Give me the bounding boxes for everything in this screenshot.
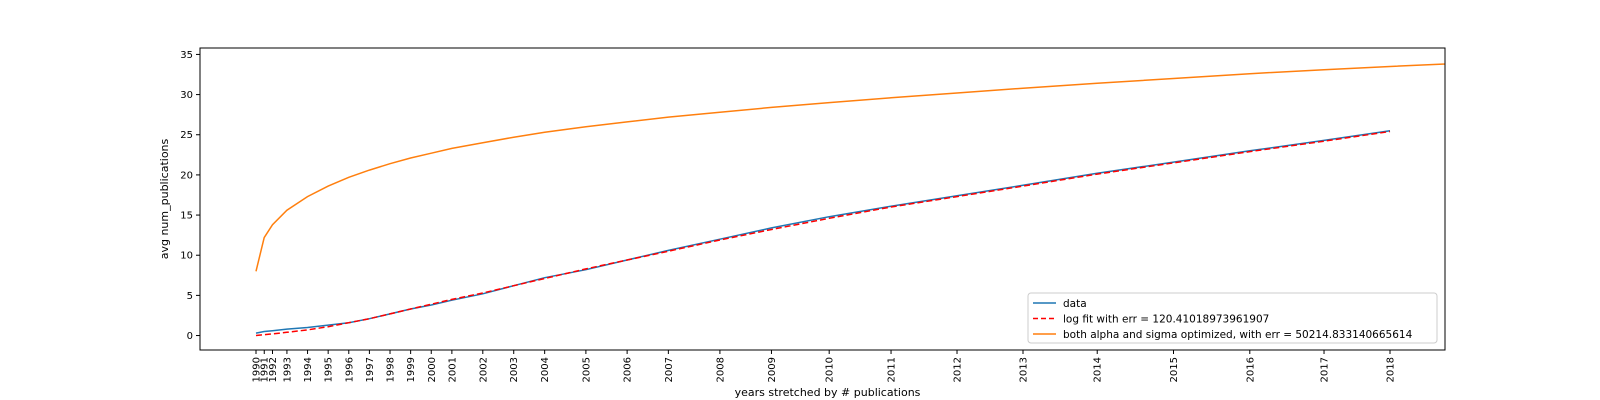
legend-entry-label: both alpha and sigma optimized, with err…: [1063, 329, 1413, 341]
x-tick-label: 2004: [540, 357, 551, 382]
x-tick-label: 1996: [344, 357, 355, 382]
x-tick-label: 1998: [386, 357, 397, 382]
x-tick-label: 2000: [427, 357, 438, 382]
y-tick-label: 30: [180, 90, 193, 101]
y-tick-label: 25: [180, 130, 193, 141]
x-tick-label: 1995: [324, 357, 335, 382]
y-tick-label: 5: [187, 291, 193, 302]
x-tick-label: 1994: [303, 357, 314, 382]
plot-lines: [255, 63, 1445, 337]
x-tick-label: 2008: [715, 357, 726, 382]
y-tick-label: 20: [180, 170, 193, 181]
x-tick-label: 2007: [664, 357, 675, 382]
y-axis-ticks: 0 5 10 15 20 25 30 35: [180, 50, 200, 342]
x-tick-label: 2011: [887, 357, 898, 382]
y-tick-label: 35: [180, 50, 193, 61]
x-tick-label: 1992: [268, 357, 279, 382]
x-tick-label: 2009: [767, 357, 778, 382]
legend-entry-label: log fit with err = 120.41018973961907: [1063, 314, 1269, 326]
x-tick-label: 2017: [1320, 357, 1331, 382]
plot-area-frame: [199, 47, 1446, 351]
x-tick-label: 2016: [1245, 357, 1256, 382]
x-tick-label: 2014: [1093, 357, 1104, 382]
x-axis-label: years stretched by # publications: [735, 386, 921, 399]
x-tick-label: 1990: [252, 357, 263, 382]
x-tick-label: 1997: [365, 357, 376, 382]
x-tick-label: 2002: [478, 357, 489, 382]
legend-entry-label: data: [1063, 298, 1087, 310]
y-tick-label: 15: [180, 211, 193, 222]
series-line-1: [255, 129, 1391, 334]
x-tick-label: 2013: [1018, 357, 1029, 382]
x-tick-label: 1991: [260, 357, 271, 382]
x-tick-label: 2005: [581, 357, 592, 382]
series-line-3: [255, 63, 1445, 272]
x-tick-label: 2010: [825, 357, 836, 382]
series-line-2: [255, 130, 1391, 337]
x-tick-label: 1999: [406, 357, 417, 382]
legend: data log fit with err = 120.4101897396190…: [1027, 292, 1438, 344]
x-tick-label: 2015: [1169, 357, 1180, 382]
y-axis-label: avg num_publications: [158, 138, 171, 259]
x-tick-label: 2001: [447, 357, 458, 382]
x-tick-label: 2003: [509, 357, 520, 382]
x-tick-label: 2012: [953, 357, 964, 382]
y-tick-label: 10: [180, 251, 193, 262]
x-tick-label: 2006: [623, 357, 634, 382]
legend-box: [1027, 292, 1438, 344]
y-tick-label: 0: [187, 331, 193, 342]
x-tick-label: 2018: [1386, 357, 1397, 382]
x-tick-label: 1993: [282, 357, 293, 382]
